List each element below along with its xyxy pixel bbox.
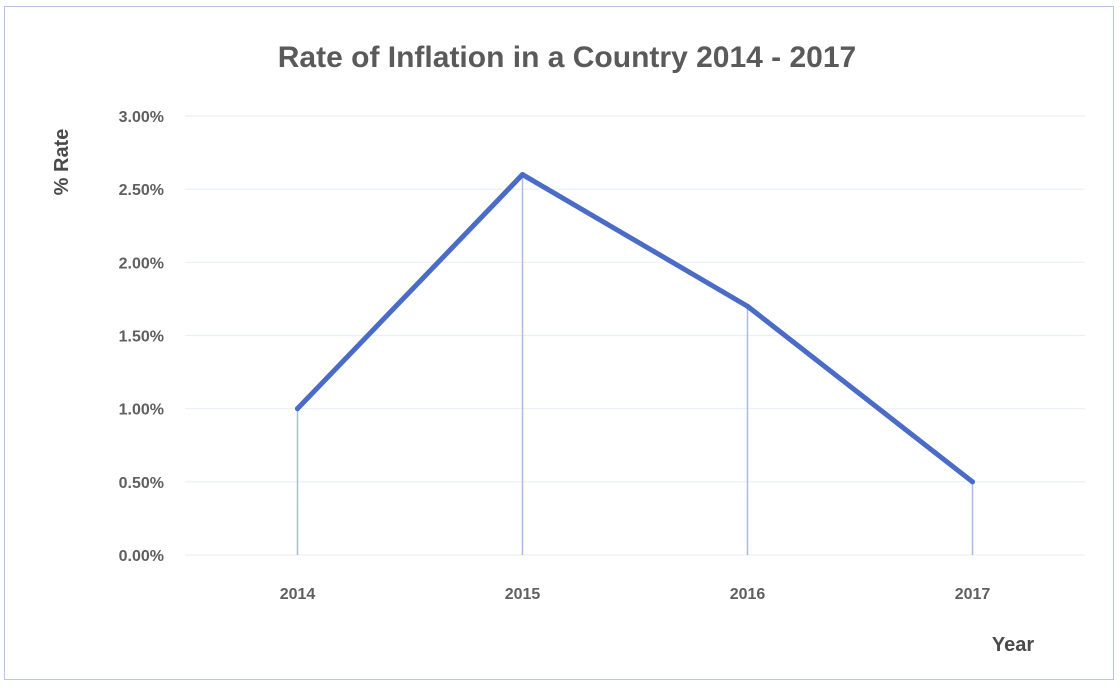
series-line [295,172,975,485]
data-point [745,303,750,309]
chart-frame [4,6,1114,680]
y-tick-label: 2.00% [119,255,164,272]
y-axis-tick-labels: 0.00% 0.50% 1.00% 1.50% 2.00% 2.50% 3.00% [119,109,164,565]
y-tick-label: 1.50% [119,329,164,346]
y-tick-label: 2.50% [119,182,164,199]
x-tick-label: 2015 [505,586,541,603]
gridlines [185,115,1085,556]
y-axis-title: % Rate [51,129,73,196]
data-point [295,406,300,412]
data-point [970,479,975,485]
chart-title: Rate of Inflation in a Country 2014 - 20… [278,41,856,74]
x-axis-title: Year [992,634,1034,656]
y-tick-label: 0.00% [119,548,164,565]
y-tick-label: 0.50% [119,475,164,492]
x-tick-label: 2017 [955,586,991,603]
y-tick-label: 3.00% [119,109,164,126]
x-tick-label: 2016 [730,586,766,603]
x-axis-tick-labels: 2014 2015 2016 2017 [280,586,991,603]
series-layer [295,172,975,485]
y-tick-label: 1.00% [119,402,164,419]
drop-lines [296,174,974,555]
data-point [520,172,525,178]
x-tick-label: 2014 [280,586,316,603]
